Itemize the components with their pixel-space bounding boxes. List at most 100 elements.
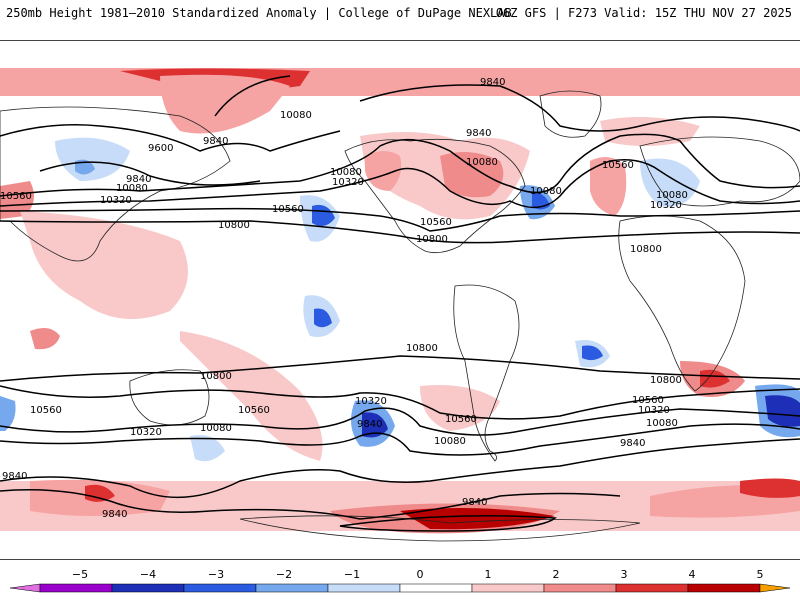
- colorbar-swatches: [9, 583, 791, 593]
- contour-10080-alaska: [214, 75, 291, 117]
- contour-label: 10800: [218, 220, 250, 231]
- contour-label: 10800: [650, 375, 682, 386]
- contour-10320-nh: [0, 159, 800, 209]
- arctic-positive-band: [0, 68, 800, 96]
- west-edge-positive: [0, 181, 34, 219]
- contour-label: 9840: [480, 77, 505, 88]
- colorbar-tick-label: 0: [417, 568, 424, 581]
- colorbar-tick-labels: −5 −4 −3 −2 −1 0 1 2 3 4 5: [72, 568, 764, 581]
- colorbar-swatch: [111, 583, 185, 593]
- positive-anomaly-shading: [0, 68, 800, 534]
- contour-label: 9600: [148, 143, 173, 154]
- contour-label: 10080: [646, 418, 678, 429]
- contour-label: 10320: [100, 195, 132, 206]
- contour-label: 10560: [632, 395, 664, 406]
- contour-label: 10320: [130, 427, 162, 438]
- contour-label: 10320: [355, 396, 387, 407]
- contour-label: 10320: [650, 200, 682, 211]
- south-atlantic-core: [582, 345, 603, 361]
- central-pacific-core: [314, 308, 332, 328]
- contour-label: 9840: [203, 136, 228, 147]
- contour-label: 9840: [462, 497, 487, 508]
- coastlines: [0, 90, 800, 542]
- west-canada-positive: [365, 151, 402, 191]
- contour-label: 10560: [602, 160, 634, 171]
- colorbar-low-arrow: [9, 583, 41, 593]
- colorbar-tick-label: −3: [208, 568, 224, 581]
- colorbar-tick-label: 4: [689, 568, 696, 581]
- south-africa-core: [700, 369, 730, 388]
- south-pacific-negative: [190, 435, 225, 462]
- contour-label: 10560: [420, 217, 452, 228]
- contour-9840-nh-west: [0, 124, 341, 152]
- colorbar-tick-label: −2: [276, 568, 292, 581]
- contour-9840-nh-east: [359, 84, 800, 132]
- contour-label: 9840: [357, 419, 382, 430]
- contour-label: 10080: [530, 186, 562, 197]
- contour-10080-nh: [0, 133, 800, 197]
- contour-label: 10080: [200, 423, 232, 434]
- contour-label: 10560: [30, 405, 62, 416]
- contour-9840-sh-inner: [0, 489, 621, 520]
- africa-outline: [618, 215, 746, 392]
- south-america-outline: [453, 284, 520, 462]
- contour-label: 10800: [416, 234, 448, 245]
- colorbar-tick-label: −4: [140, 568, 156, 581]
- colorbar-swatch: [399, 583, 473, 593]
- west-pacific-positive: [20, 211, 188, 319]
- contour-label: 10800: [630, 244, 662, 255]
- contour-label: 9840: [466, 128, 491, 139]
- north-america-outline: [344, 138, 526, 254]
- colorbar-swatch: [183, 583, 257, 593]
- colorbar-tick-label: 5: [757, 568, 764, 581]
- siberia-negative-core: [75, 159, 95, 175]
- great-lakes-positive: [440, 152, 504, 198]
- contour-label: 10800: [406, 343, 438, 354]
- colorbar-tick-label: 2: [553, 568, 560, 581]
- greenland-outline: [539, 90, 602, 138]
- colorbar-swatch: [471, 583, 545, 593]
- contour-label: 10560: [445, 414, 477, 425]
- south-atlantic-positive: [420, 385, 500, 431]
- contour-10560-nh: [0, 207, 800, 232]
- colorbar-tick-label: −5: [72, 568, 88, 581]
- anomaly-colorbar: −5 −4 −3 −2 −1 0 1 2 3 4 5: [9, 568, 791, 593]
- contour-label: 10560: [272, 204, 304, 215]
- contour-label: 10560: [0, 191, 32, 202]
- model-run-label: 06Z GFS | F273 Valid: 15Z THU NOV 27 202…: [495, 6, 792, 20]
- colorbar-swatch: [615, 583, 689, 593]
- colorbar-swatch: [327, 583, 401, 593]
- siberia-negative: [55, 137, 130, 181]
- southern-ocean-core: [740, 478, 800, 498]
- contour-label: 10560: [238, 405, 270, 416]
- europe-negative: [640, 158, 700, 207]
- indian-ocean-core: [765, 395, 800, 427]
- contour-9600: [39, 161, 261, 186]
- contour-label: 9840: [620, 438, 645, 449]
- contour-labels: 9840 9840 9840 9840 9600 10080 10080 100…: [0, 77, 688, 520]
- contour-label: 10080: [330, 167, 362, 178]
- contour-label: 9840: [102, 509, 127, 520]
- map-title: 250mb Height 1981–2010 Standardized Anom…: [6, 6, 512, 20]
- colorbar-tick-label: 1: [485, 568, 492, 581]
- contour-label: 10080: [466, 157, 498, 168]
- southeast-pacific-core: [362, 412, 388, 438]
- west-edge-trough: [0, 396, 16, 431]
- contour-label: 10800: [200, 371, 232, 382]
- contour-9840-antarctic: [339, 515, 557, 532]
- colorbar-swatch: [687, 583, 761, 593]
- indian-ocean-positive: [30, 327, 60, 350]
- atlantic-positive: [590, 157, 627, 216]
- anomaly-map: 9840 9840 9840 9840 9600 10080 10080 100…: [0, 40, 800, 560]
- contour-label: 9840: [2, 471, 27, 482]
- south-pacific-core: [85, 484, 115, 502]
- contour-label: 10320: [332, 177, 364, 188]
- colorbar-swatch: [39, 583, 113, 593]
- contour-label: 10080: [656, 190, 688, 201]
- contour-10560-sh: [0, 385, 800, 420]
- australia-outline: [129, 369, 210, 426]
- colorbar-tick-label: 3: [621, 568, 628, 581]
- contour-9840-sh: [0, 438, 800, 499]
- contour-10320-sh: [0, 407, 800, 436]
- contour-label: 10080: [116, 183, 148, 194]
